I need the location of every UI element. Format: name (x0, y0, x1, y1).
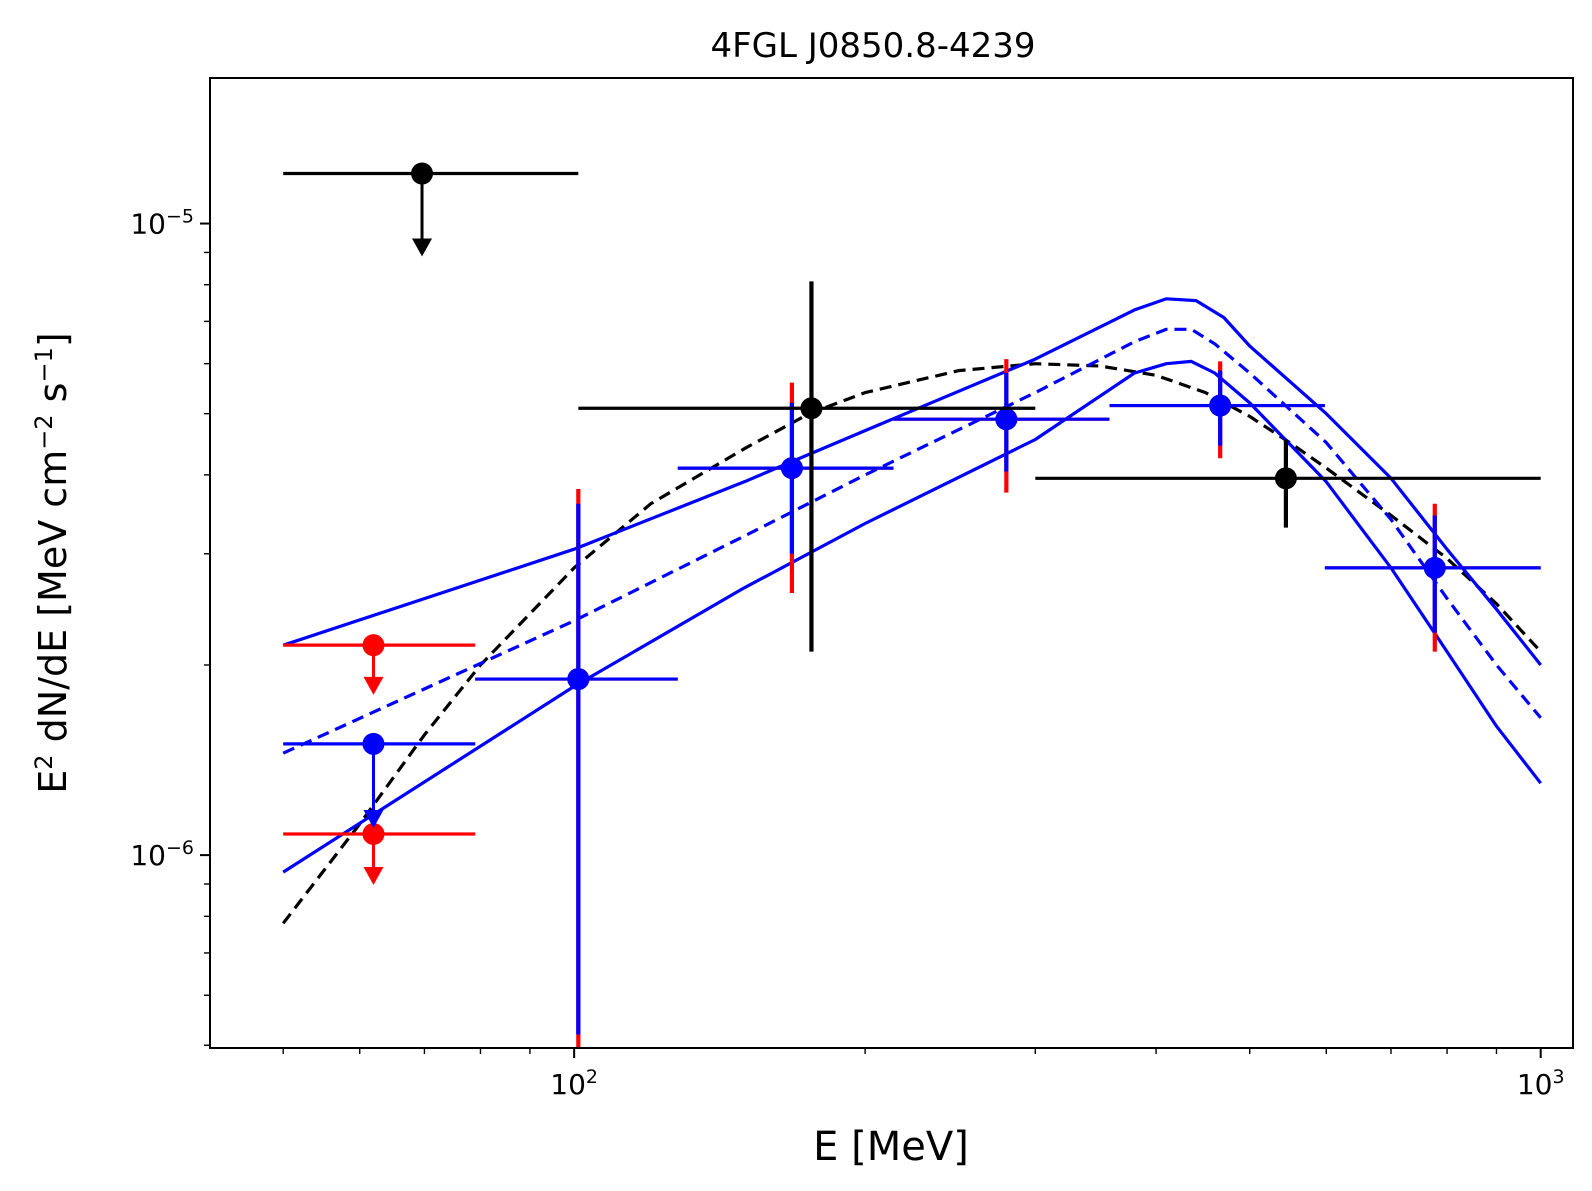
y-label-sup-2: −2 (30, 414, 58, 449)
y-label-sup-3: −1 (30, 347, 58, 382)
y-tick-label: 10−6 (130, 837, 194, 872)
black-dashed-model (281, 362, 1542, 925)
data-marker (995, 408, 1018, 431)
data-marker (362, 823, 385, 846)
plot-frame (209, 77, 1574, 1049)
upper-limit-arrow (363, 676, 384, 695)
blue-points-point (893, 372, 1110, 472)
blue-lower-band (282, 359, 1542, 874)
upper-limit-arrow (412, 238, 433, 257)
blue-points-point (475, 503, 678, 1035)
blue-points-point (283, 732, 476, 829)
data-marker (800, 397, 823, 420)
red-points-point (283, 634, 476, 695)
blue-upper-band (282, 297, 1542, 666)
data-marker (780, 457, 803, 480)
y-label-mid2: s (31, 383, 75, 415)
blue-dashed-model (282, 327, 1542, 755)
blue-points-point (1109, 370, 1325, 446)
upper-limit-arrow (363, 810, 384, 829)
data-marker (1274, 467, 1297, 490)
axes: 102 103 10−6 10−5 (130, 206, 1564, 1101)
x-tick-label: 102 (550, 1066, 598, 1101)
data-marker (411, 162, 434, 185)
x-axis-label: E [MeV] (813, 1124, 969, 1170)
data-marker (362, 634, 385, 657)
y-label-mid: dN/dE [MeV cm (31, 450, 75, 755)
y-label-base: E (31, 770, 75, 794)
black-points-point (1035, 439, 1541, 528)
blue-points-point (677, 402, 894, 554)
y-axis-label: E2 dN/dE [MeV cm−2 s−1] (30, 332, 75, 793)
data-marker (567, 668, 590, 691)
chart-title: 4FGL J0850.8-4239 (710, 26, 1035, 66)
black-points-point (578, 281, 1036, 652)
x-tick-label: 103 (1517, 1066, 1565, 1101)
y-label-end: ] (31, 332, 75, 347)
blue-points-point (1324, 515, 1541, 633)
plot-area (281, 162, 1542, 1048)
upper-limit-arrow (363, 866, 384, 885)
data-marker (1423, 556, 1446, 579)
black-points-point (283, 162, 579, 257)
data-marker (362, 732, 385, 755)
y-tick-label: 10−5 (130, 206, 194, 241)
red-points-point (677, 382, 894, 594)
red-points-point (283, 823, 476, 885)
data-marker (1209, 394, 1232, 417)
y-label-sup-1: 2 (30, 754, 58, 769)
